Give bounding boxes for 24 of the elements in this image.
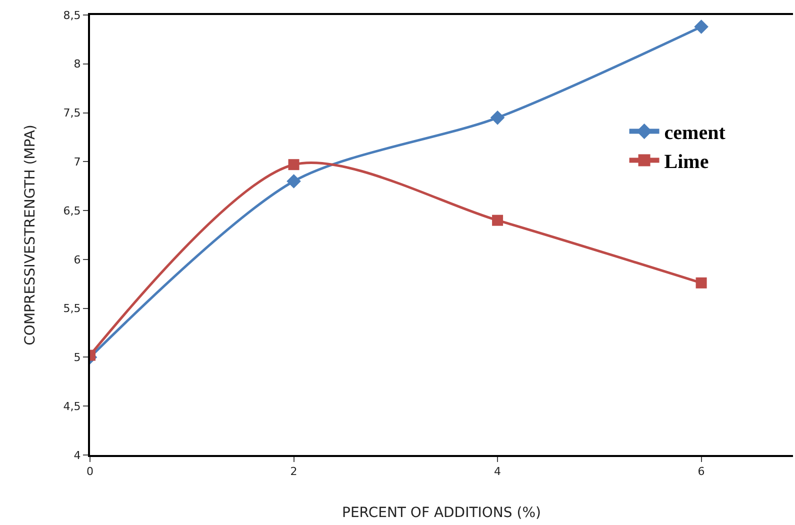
legend-label: Lime [664,151,709,174]
y-tick-label: 6,5 [63,204,81,218]
y-tick-label: 4,5 [63,400,81,413]
point [694,20,708,34]
y-tick-label: 8 [74,58,81,71]
point [490,110,505,125]
y-axis-title: COMPRESSIVESTRENGTH (MPA) [22,124,38,346]
legend-label: cement [664,122,726,144]
y-tick-label: 4 [74,448,81,462]
point [696,277,707,288]
x-tick-label: 4 [494,465,502,478]
y-tick-label: 7 [74,156,81,169]
y-tick-label: 7,5 [63,106,81,120]
y-tick-label: 5 [74,351,81,364]
x-tick-label: 6 [698,465,705,478]
x-tick-label: 2 [290,465,298,478]
x-axis-title: PERCENT OF ADDITIONS (%) [342,505,541,521]
y-tick-label: 6 [74,253,81,266]
point [286,174,301,188]
x-tick-label: 0 [86,465,94,478]
point [492,214,504,226]
y-tick-label: 5,5 [63,302,81,316]
y-tick-label: 8,5 [63,8,81,22]
point [288,159,300,170]
